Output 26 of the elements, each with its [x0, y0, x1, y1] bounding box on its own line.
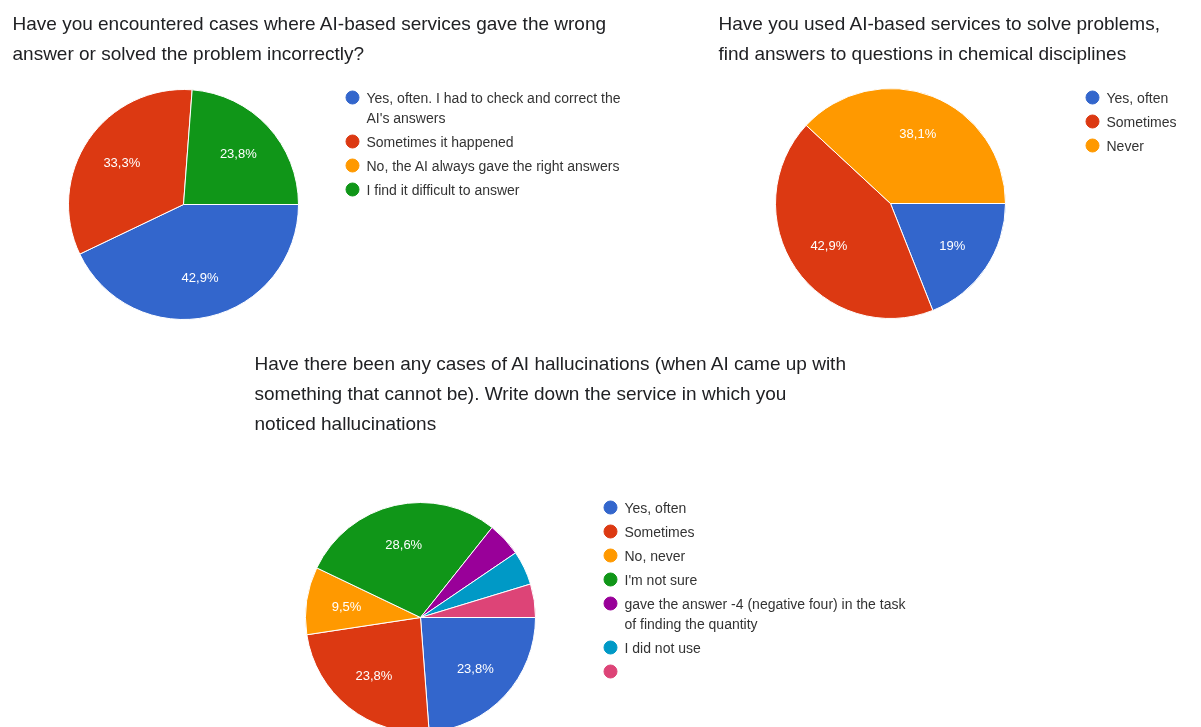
legend-label: Yes, often. I had to check and correct the AI's answers	[366, 89, 621, 126]
legend-label: Yes, often	[624, 499, 687, 516]
data-label: 9,5%	[331, 599, 362, 614]
legend-label: gave the answer -4 (negative four) in the task of finding the quantity	[624, 595, 907, 632]
legend-label: Never	[1106, 137, 1145, 154]
data-label: 42,9%	[810, 238, 848, 254]
data-label: 23,8%	[456, 660, 495, 676]
legend-label: No, never	[624, 547, 686, 564]
legend-label: Sometimes	[1106, 113, 1177, 130]
chart-title: Have there been any cases of AI hallucinations (when AI came up with something that cannot be). Write down the service in which you noticed hallucinations	[254, 352, 846, 434]
data-label: 23,8%	[355, 668, 393, 684]
data-label: 28,6%	[385, 537, 423, 553]
data-label: 23,8%	[219, 146, 258, 162]
legend-label: Sometimes it happened	[366, 133, 514, 150]
legend-label: Sometimes	[624, 523, 695, 540]
legend-label: Yes, often	[1106, 89, 1169, 106]
chart-title: Have you used AI-based services to solve problems, find answers to questions in chemical disciplines	[718, 12, 1160, 64]
data-label: 38,1%	[899, 126, 937, 142]
legend-label: I did not use	[624, 639, 701, 656]
data-label: 42,9%	[181, 269, 219, 285]
data-label: 33,3%	[103, 154, 141, 170]
data-label: 19%	[939, 238, 966, 254]
legend-label: No, the AI always gave the right answers	[366, 157, 620, 174]
chart-title: Have you encountered cases where AI-based services gave the wrong answer or solved the problem incorrectly?	[12, 12, 607, 64]
legend-label: I find it difficult to answer	[366, 181, 520, 198]
legend-label: I'm not sure	[624, 571, 698, 588]
